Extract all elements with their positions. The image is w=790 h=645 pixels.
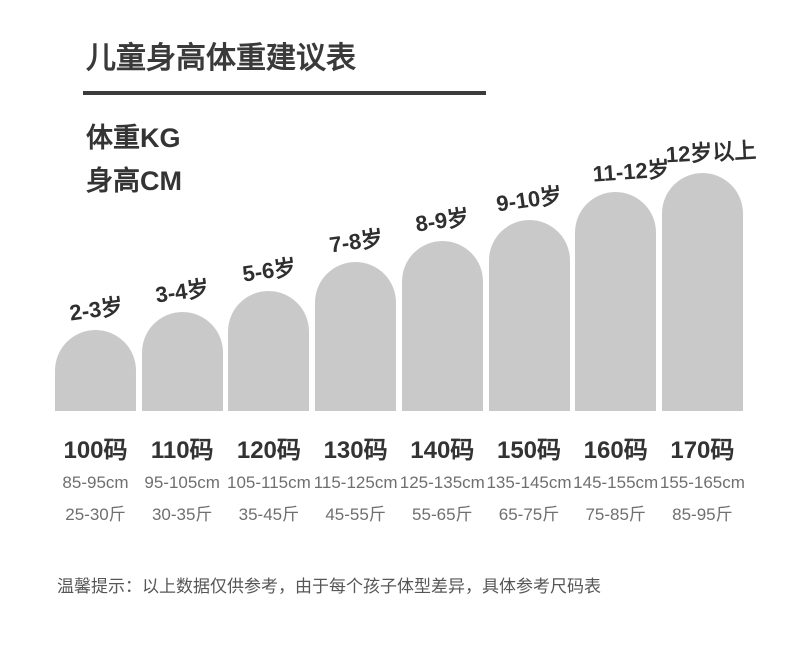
page-title: 儿童身高体重建议表	[86, 42, 356, 75]
size-code-label: 150码	[496, 437, 562, 464]
weight-range-label: 85-95斤	[672, 505, 733, 524]
size-code-label: 170码	[670, 437, 735, 464]
size-bar	[661, 173, 743, 411]
title-underline	[83, 91, 486, 95]
weight-range-label: 35-45斤	[238, 505, 300, 524]
height-range-label: 115-125cm	[313, 473, 398, 492]
size-bar	[141, 312, 223, 411]
footer-note: 温馨提示：以上数据仅供参考，由于每个孩子体型差异，具体参考尺码表	[57, 577, 601, 596]
size-bar	[228, 291, 310, 411]
height-range-label: 125-135cm	[399, 473, 485, 492]
size-bar	[55, 330, 136, 411]
height-range-label: 155-165cm	[659, 473, 745, 492]
weight-range-label: 45-55斤	[325, 505, 386, 524]
height-range-label: 95-105cm	[144, 473, 220, 492]
size-code-label: 160码	[583, 437, 648, 464]
size-bar	[575, 192, 657, 411]
weight-range-label: 65-75斤	[498, 505, 560, 524]
height-range-label: 105-115cm	[226, 473, 311, 492]
size-bar	[401, 241, 483, 411]
size-code-label: 140码	[410, 437, 475, 464]
height-range-label: 85-95cm	[62, 473, 129, 492]
size-bar	[488, 220, 570, 411]
weight-range-label: 25-30斤	[65, 505, 126, 524]
size-code-label: 130码	[323, 437, 388, 464]
size-code-label: 120码	[236, 437, 301, 464]
weight-range-label: 30-35斤	[151, 505, 213, 524]
weight-range-label: 75-85斤	[585, 505, 646, 524]
height-unit-label: 身高CM	[86, 166, 182, 196]
size-bar	[315, 262, 397, 411]
size-code-label: 100码	[63, 437, 128, 464]
weight-range-label: 55-65斤	[412, 505, 473, 524]
size-code-label: 110码	[150, 437, 214, 464]
height-range-label: 135-145cm	[486, 473, 572, 492]
weight-unit-label: 体重KG	[86, 123, 181, 153]
height-range-label: 145-155cm	[573, 473, 659, 492]
age-range-label: 12岁以上	[665, 137, 758, 168]
